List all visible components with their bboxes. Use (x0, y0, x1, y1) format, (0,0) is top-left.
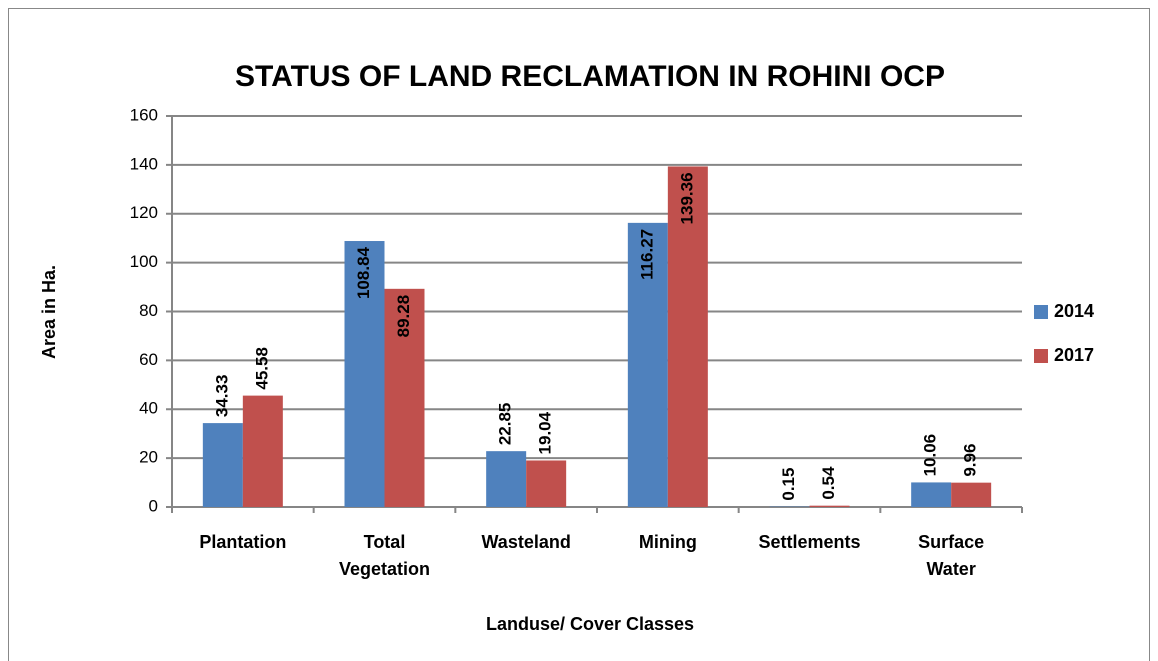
x-tick-label: Total Vegetation (339, 532, 430, 579)
x-tick-label: Mining (639, 532, 697, 552)
bar (202, 423, 243, 507)
y-tick-label: 140 (130, 154, 158, 173)
data-label: 0.15 (779, 468, 798, 501)
x-tick-label: Plantation (199, 532, 286, 552)
bar (667, 166, 708, 507)
y-tick-label: 100 (130, 252, 158, 271)
y-tick-label: 60 (139, 350, 158, 369)
legend-label: 2017 (1054, 345, 1094, 365)
data-label: 0.54 (819, 466, 838, 500)
bar (344, 241, 385, 507)
y-tick-label: 120 (130, 203, 158, 222)
y-axis-label: Area in Ha. (39, 265, 59, 359)
legend-swatch (1034, 305, 1048, 319)
data-label: 45.58 (252, 347, 271, 390)
data-label: 89.28 (394, 295, 413, 338)
bar (486, 451, 527, 507)
y-tick-label: 160 (130, 105, 158, 124)
bar (911, 482, 952, 507)
data-label: 34.33 (212, 375, 231, 418)
y-tick-label: 0 (149, 496, 158, 515)
data-label: 10.06 (921, 434, 940, 477)
legend-swatch (1034, 349, 1048, 363)
bar (809, 505, 850, 507)
y-tick-label: 80 (139, 301, 158, 320)
x-tick-label: Settlements (758, 532, 860, 552)
bar (526, 460, 567, 507)
bar (627, 222, 668, 508)
chart-title: STATUS OF LAND RECLAMATION IN ROHINI OCP (235, 60, 945, 93)
x-axis-label: Landuse/ Cover Classes (486, 614, 694, 634)
legend-label: 2014 (1054, 301, 1094, 321)
y-tick-label: 40 (139, 399, 158, 418)
data-label: 116.27 (637, 229, 656, 280)
y-tick-label: 20 (139, 448, 158, 467)
data-label: 19.04 (536, 411, 555, 454)
data-label: 22.85 (496, 403, 515, 446)
data-label: 139.36 (677, 172, 696, 224)
x-tick-label: Wasteland (481, 532, 570, 552)
x-tick-label: Surface Water (918, 532, 984, 579)
data-label: 108.84 (354, 246, 373, 299)
bar (384, 288, 425, 507)
bar (242, 395, 283, 507)
bar (951, 482, 992, 507)
chart-frame (8, 8, 1150, 661)
data-label: 9.96 (961, 444, 980, 477)
